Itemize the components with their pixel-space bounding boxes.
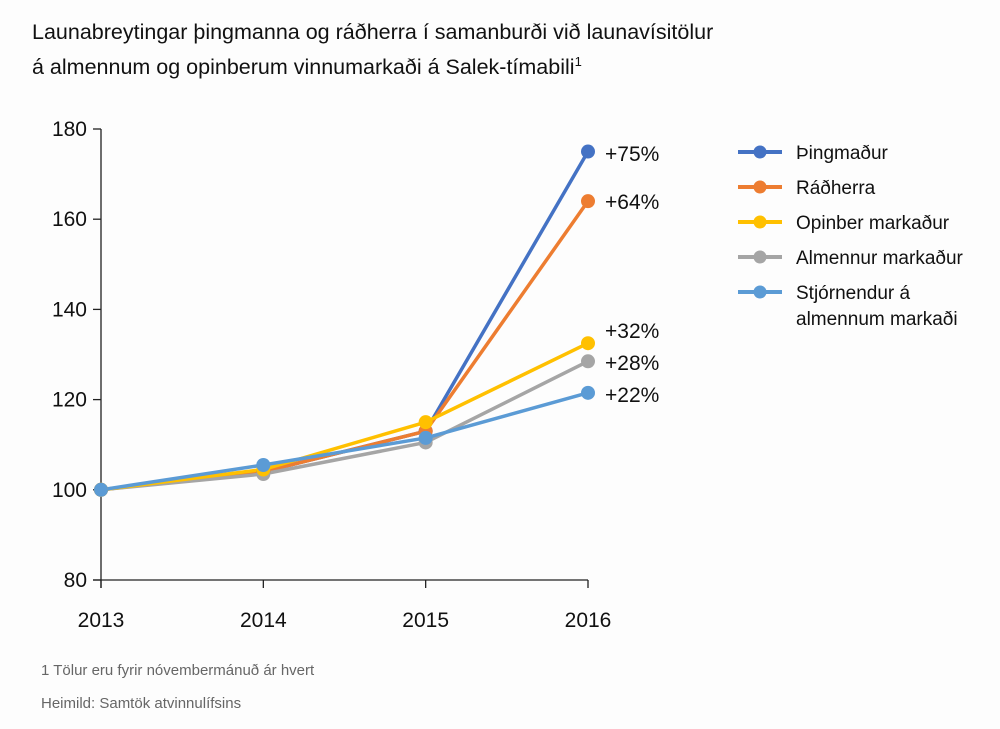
chart-title-line-2-text: á almennum og opinberum vinnumarkaði á S… [32, 55, 575, 79]
x-tick-label: 2015 [402, 609, 449, 632]
y-tick-label: 100 [52, 479, 87, 502]
axes: 80 100 120 140 160 180 2013 2014 2015 2016 [52, 118, 611, 632]
data-point-series-1-2016 [581, 194, 595, 209]
data-point-series-4-2016 [581, 385, 595, 400]
end-labels: +75% +64% +32% +28% +22% [605, 143, 659, 407]
legend-marker-4 [753, 285, 767, 299]
data-point-series-4-2014 [256, 457, 271, 472]
legend-label-4-line-2: almennum markaði [796, 309, 958, 330]
y-tick-label: 140 [52, 298, 87, 321]
chart-title-line-2: á almennum og opinberum vinnumarkaði á S… [32, 47, 713, 82]
legend-label-2: Opinber markaður [796, 213, 950, 234]
end-label-series-1: +64% [605, 191, 659, 214]
y-tick-label: 80 [64, 569, 87, 592]
series-line-3 [100, 359, 589, 492]
title-footnote-mark: 1 [574, 54, 582, 69]
chart-title: Launabreytingar þingmanna og ráðherra í … [32, 17, 713, 82]
end-label-series-3: +28% [605, 352, 659, 375]
data-point-series-4-2015 [418, 430, 433, 445]
y-tick-label: 160 [52, 208, 87, 231]
series-lines [100, 150, 590, 492]
data-point-series-3-2016 [581, 354, 595, 369]
series-points [94, 144, 595, 497]
legend-label-1: Ráðherra [796, 178, 876, 199]
legend: Þingmaður Ráðherra Opinber markaður Almennu… [738, 143, 964, 330]
footnote: 1 Tölur eru fyrir nóvembermánuð ár hvert [41, 662, 315, 679]
data-point-series-4-2013 [94, 482, 108, 497]
data-point-series-2-2016 [581, 336, 595, 351]
legend-marker-2 [753, 215, 767, 229]
y-tick-label: 120 [52, 389, 87, 412]
series-line-4 [100, 391, 589, 492]
y-tick-label: 180 [52, 118, 87, 141]
legend-label-4-line-1: Stjórnendur á [796, 283, 911, 304]
legend-marker-1 [753, 180, 767, 194]
end-label-series-4: +22% [605, 384, 659, 407]
legend-marker-0 [753, 145, 767, 159]
x-tick-label: 2014 [240, 609, 287, 632]
end-label-series-2: +32% [605, 320, 659, 343]
data-point-series-2-2015 [418, 415, 433, 430]
series-line-2 [100, 341, 589, 492]
end-label-series-0: +75% [605, 143, 659, 166]
legend-label-0: Þingmaður [796, 143, 889, 164]
chart-title-line-1: Launabreytingar þingmanna og ráðherra í … [32, 20, 714, 44]
legend-marker-3 [753, 250, 767, 264]
data-point-series-0-2016 [581, 144, 595, 159]
legend-label-3: Almennur markaður [796, 248, 964, 269]
x-tick-label: 2013 [78, 609, 125, 632]
source-note: Heimild: Samtök atvinnulífsins [41, 695, 242, 712]
x-tick-label: 2016 [565, 609, 612, 632]
series-line-0 [100, 150, 590, 492]
